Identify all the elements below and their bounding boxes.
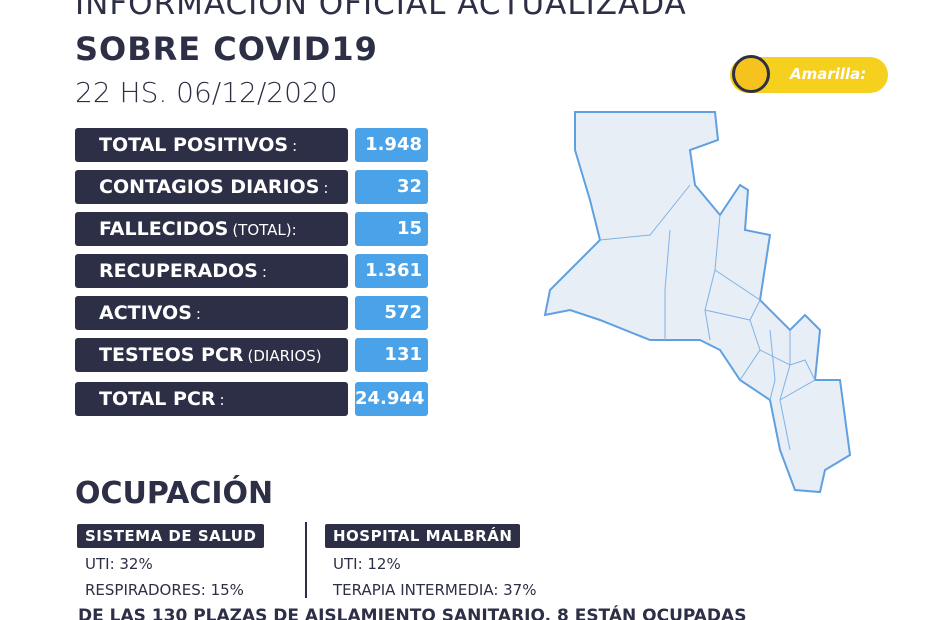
department-lines: [599, 184, 816, 451]
stat-value: 24.944: [355, 382, 428, 416]
stat-value: 1.361: [355, 254, 428, 288]
stat-value: 1.948: [355, 128, 428, 162]
group-name: HOSPITAL MALBRÁN: [325, 524, 521, 548]
stat-label-box: TOTAL PCR:: [75, 382, 348, 416]
badge: Amarilla:: [730, 55, 888, 93]
stat-label-box: TOTAL POSITIVOS:: [75, 128, 348, 162]
stat-suffix: :: [195, 305, 201, 323]
stat-suffix: :: [261, 263, 267, 281]
map: [543, 111, 852, 494]
stat-label: TOTAL POSITIVOS: [99, 134, 289, 156]
stat-value: 572: [355, 296, 428, 330]
stat-label-box: TESTEOS PCR (DIARIOS): [75, 338, 348, 372]
stat-value: 15: [355, 212, 428, 246]
group-item: TERAPIA INTERMEDIA: 37%: [333, 581, 537, 599]
footer: DE LAS 130 PLAZAS DE AISLAMIENTO SANITAR…: [78, 606, 747, 620]
stat-label-box: ACTIVOS:: [75, 296, 348, 330]
group-item: UTI: 12%: [333, 555, 401, 573]
stat-suffix: :: [219, 391, 225, 409]
province-outline: [543, 111, 852, 494]
title: INFORMACIÓN OFICIAL ACTUALIZADA: [75, 0, 687, 22]
divider: [305, 522, 307, 598]
stat-suffix: (DIARIOS): [247, 347, 322, 365]
stat-value: 32: [355, 170, 428, 204]
stat-value: 131: [355, 338, 428, 372]
badge-label: Amarilla:: [790, 65, 867, 83]
group-name: SISTEMA DE SALUD: [77, 524, 265, 548]
occupancy-title: OCUPACIÓN: [75, 476, 274, 511]
group-item: RESPIRADORES: 15%: [85, 581, 244, 599]
stat-label: CONTAGIOS DIARIOS: [99, 176, 320, 198]
stat-label: TESTEOS PCR: [99, 344, 244, 366]
stat-label: ACTIVOS: [99, 302, 192, 324]
stat-label-box: RECUPERADOS:: [75, 254, 348, 288]
stat-label-box: FALLECIDOS (TOTAL):: [75, 212, 348, 246]
stat-label: TOTAL PCR: [99, 388, 216, 410]
subtitle: SOBRE COVID19: [75, 30, 378, 68]
date: 22 HS. 06/12/2020: [75, 76, 338, 109]
stat-suffix: :: [323, 179, 329, 197]
stat-label: FALLECIDOS: [99, 218, 229, 240]
stat-suffix: (TOTAL):: [232, 221, 297, 239]
stat-label: RECUPERADOS: [99, 260, 258, 282]
stat-label-box: CONTAGIOS DIARIOS:: [75, 170, 348, 204]
badge-icon: [732, 55, 770, 93]
stat-suffix: :: [292, 137, 298, 155]
group-item: UTI: 32%: [85, 555, 153, 573]
